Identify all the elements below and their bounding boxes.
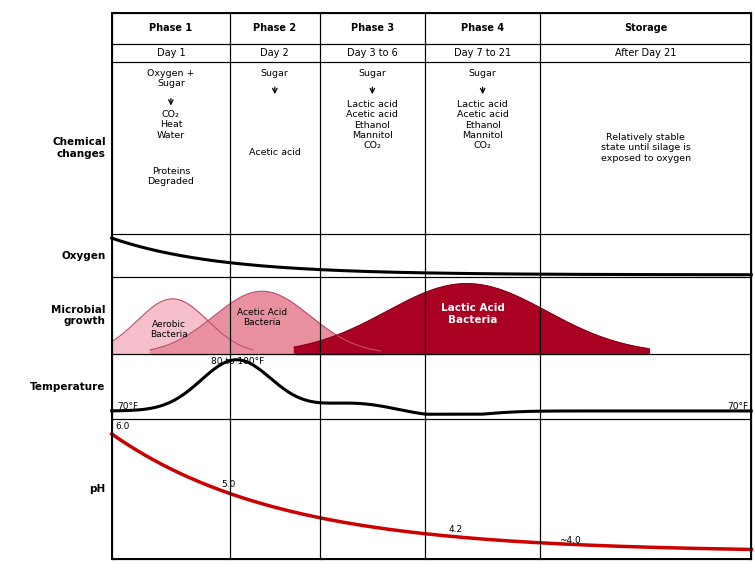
Text: Oxygen +
Sugar: Oxygen + Sugar <box>147 68 195 88</box>
Text: CO₂
Heat
Water: CO₂ Heat Water <box>157 110 185 140</box>
Text: pH: pH <box>89 484 106 494</box>
Text: Day 3 to 6: Day 3 to 6 <box>347 48 398 58</box>
Text: Phase 2: Phase 2 <box>253 23 297 34</box>
Bar <box>112 13 751 559</box>
Text: Day 2: Day 2 <box>260 48 289 58</box>
Text: Day 1: Day 1 <box>156 48 185 58</box>
Text: Aerobic
Bacteria: Aerobic Bacteria <box>150 320 188 339</box>
Text: Lactic Acid
Bacteria: Lactic Acid Bacteria <box>441 303 505 325</box>
Text: Relatively stable
state until silage is
exposed to oxygen: Relatively stable state until silage is … <box>601 133 691 163</box>
Text: Day 7 to 21: Day 7 to 21 <box>454 48 511 58</box>
Text: Phase 1: Phase 1 <box>149 23 193 34</box>
Text: Acetic Acid
Bacteria: Acetic Acid Bacteria <box>237 307 287 327</box>
Text: ~4.0: ~4.0 <box>559 536 581 545</box>
Text: After Day 21: After Day 21 <box>615 48 676 58</box>
Text: Microbial
growth: Microbial growth <box>51 305 106 327</box>
Text: Lactic acid
Acetic acid
Ethanol
Mannitol
CO₂: Lactic acid Acetic acid Ethanol Mannitol… <box>347 100 399 150</box>
Text: Oxygen: Oxygen <box>61 250 106 261</box>
Text: Temperature: Temperature <box>30 382 106 391</box>
Text: 4.2: 4.2 <box>448 525 463 534</box>
Bar <box>112 13 751 559</box>
Text: 6.0: 6.0 <box>116 422 130 431</box>
Text: 80 to 100°F: 80 to 100°F <box>211 357 264 366</box>
Text: 70°F: 70°F <box>727 402 748 411</box>
Text: Storage: Storage <box>624 23 667 34</box>
Text: 5.0: 5.0 <box>221 480 236 489</box>
Text: Phase 3: Phase 3 <box>351 23 394 34</box>
Text: Sugar: Sugar <box>469 68 497 77</box>
Text: Sugar: Sugar <box>261 68 288 77</box>
Text: 70°F: 70°F <box>117 402 138 411</box>
Text: Acetic acid: Acetic acid <box>249 148 300 157</box>
Text: Lactic acid
Acetic acid
Ethanol
Mannitol
CO₂: Lactic acid Acetic acid Ethanol Mannitol… <box>457 100 509 150</box>
Text: Proteins
Degraded: Proteins Degraded <box>147 167 194 186</box>
Text: Chemical
changes: Chemical changes <box>52 137 106 159</box>
Text: Sugar: Sugar <box>359 68 387 77</box>
Text: Phase 4: Phase 4 <box>461 23 504 34</box>
